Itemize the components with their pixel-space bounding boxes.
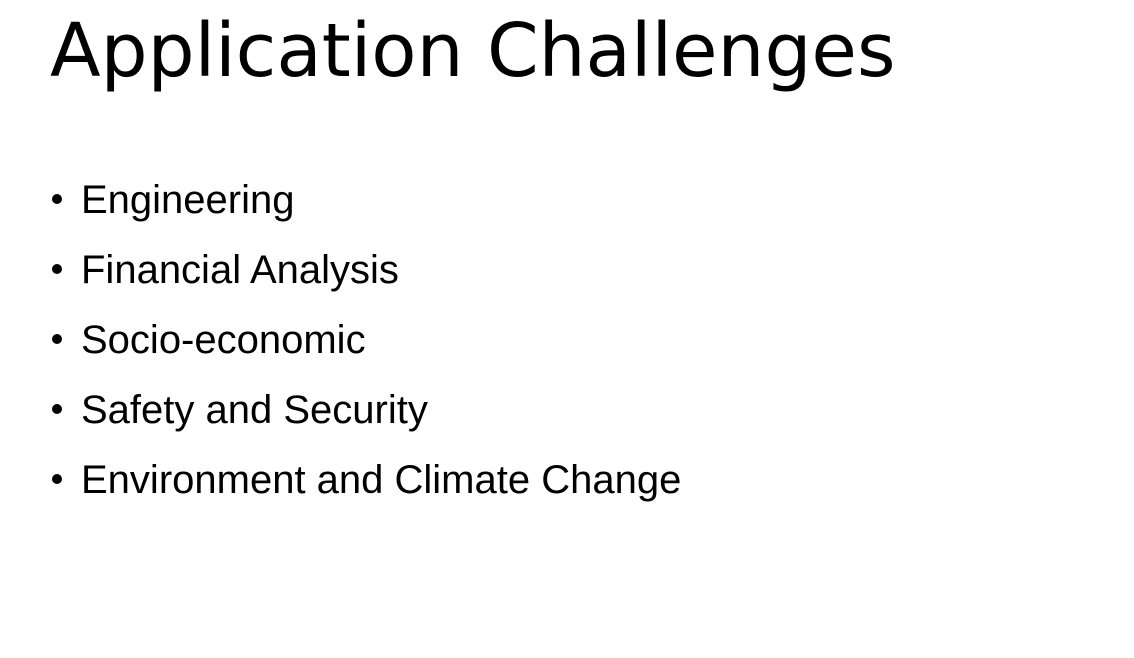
bullet-dot-icon — [52, 404, 62, 414]
bullet-text: Environment and Climate Change — [81, 458, 682, 502]
bullet-dot-icon — [52, 264, 62, 274]
bullet-text: Financial Analysis — [81, 248, 399, 292]
bullet-item: Environment and Climate Change — [50, 454, 681, 524]
bullet-item: Engineering — [50, 174, 681, 244]
bullet-dot-icon — [52, 474, 62, 484]
bullet-dot-icon — [52, 334, 62, 344]
slide-title: Application Challenges — [50, 8, 896, 94]
bullet-text: Socio-economic — [81, 318, 366, 362]
bullet-item: Socio-economic — [50, 314, 681, 384]
bullet-text: Engineering — [81, 178, 295, 222]
bullet-text: Safety and Security — [81, 388, 428, 432]
bullet-item: Safety and Security — [50, 384, 681, 454]
bullet-dot-icon — [52, 194, 62, 204]
bullet-list: Engineering Financial Analysis Socio-eco… — [50, 174, 681, 524]
bullet-item: Financial Analysis — [50, 244, 681, 314]
